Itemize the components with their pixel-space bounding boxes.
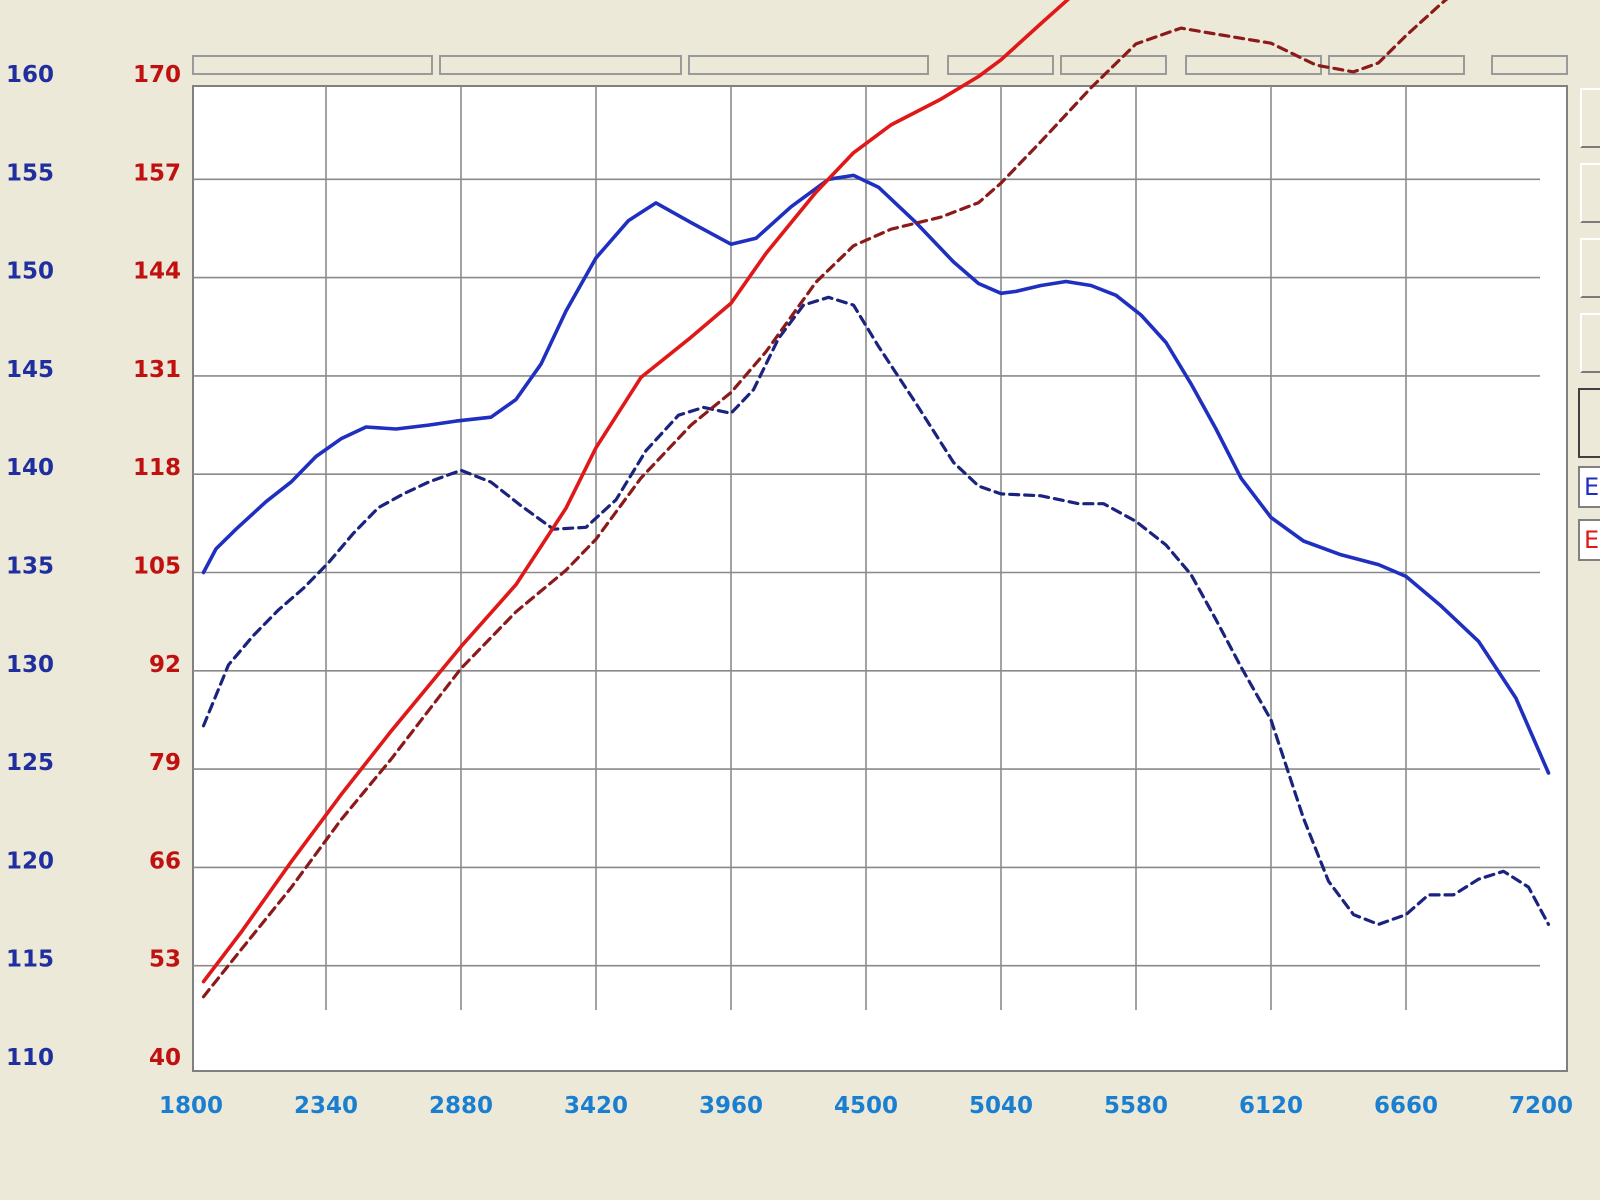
left-red-tick-label: 79 xyxy=(149,750,181,776)
top-toolbar xyxy=(192,55,1568,75)
legend-entry-red: E xyxy=(1578,519,1600,561)
left-red-tick-label: 40 xyxy=(149,1045,181,1071)
plot-area xyxy=(192,85,1568,1072)
left-blue-tick-label: 155 xyxy=(6,160,54,186)
left-blue-tick-label: 150 xyxy=(6,259,54,285)
x-tick-label: 6660 xyxy=(1374,1093,1438,1119)
x-tick-label: 5580 xyxy=(1104,1093,1168,1119)
x-tick-label: 2340 xyxy=(294,1093,358,1119)
legend-label-red: E xyxy=(1584,526,1600,554)
left-red-tick-label: 144 xyxy=(133,259,181,285)
left-blue-tick-label: 140 xyxy=(6,455,54,481)
x-tick-label: 3420 xyxy=(564,1093,628,1119)
toolbar-segment[interactable] xyxy=(947,55,1054,75)
left-red-tick-label: 53 xyxy=(149,947,181,973)
series-line-blue_dark-dashed xyxy=(201,295,1551,926)
series-line-blue-solid xyxy=(201,173,1551,775)
toolbar-segment[interactable] xyxy=(688,55,929,75)
x-tick-label: 5040 xyxy=(969,1093,1033,1119)
left-blue-tick-label: 110 xyxy=(6,1045,54,1071)
x-tick-label: 7200 xyxy=(1509,1093,1573,1119)
x-tick-label: 4500 xyxy=(834,1093,898,1119)
toolbar-segment[interactable] xyxy=(192,55,433,75)
side-button-4[interactable] xyxy=(1580,313,1600,373)
left-blue-tick-label: 115 xyxy=(6,947,54,973)
toolbar-segment[interactable] xyxy=(1491,55,1568,75)
series-layer xyxy=(201,0,1551,999)
x-tick-label: 1800 xyxy=(159,1093,223,1119)
left-blue-tick-label: 130 xyxy=(6,652,54,678)
left-axis-red: 170 157 144 131 118 105 92 79 66 53 40 xyxy=(133,62,181,1071)
legend-label-blue: E xyxy=(1584,473,1600,501)
x-tick-label: 2880 xyxy=(429,1093,493,1119)
left-blue-tick-label: 125 xyxy=(6,750,54,776)
side-button-2[interactable] xyxy=(1580,163,1600,223)
toolbar-segment[interactable] xyxy=(439,55,682,75)
left-red-tick-label: 92 xyxy=(149,652,181,678)
legend-entry-blue: E xyxy=(1578,466,1600,508)
left-red-tick-label: 105 xyxy=(133,554,181,580)
x-axis: 1800 2340 2880 3420 3960 4500 5040 5580 6120 6660… xyxy=(159,1093,1573,1119)
series-line-red_dark-dashed xyxy=(201,0,1449,999)
x-tick-label: 6120 xyxy=(1239,1093,1303,1119)
side-selected-frame[interactable] xyxy=(1578,388,1600,458)
left-red-tick-label: 118 xyxy=(133,455,181,481)
left-red-tick-label: 66 xyxy=(149,848,181,874)
series-line-red-solid xyxy=(201,0,1071,984)
left-blue-tick-label: 120 xyxy=(6,848,54,874)
left-red-tick-label: 131 xyxy=(133,357,181,383)
left-blue-tick-label: 135 xyxy=(6,554,54,580)
left-red-tick-label: 157 xyxy=(133,160,181,186)
left-blue-tick-label: 145 xyxy=(6,357,54,383)
x-tick-label: 3960 xyxy=(699,1093,763,1119)
side-button-3[interactable] xyxy=(1580,238,1600,298)
side-button-1[interactable] xyxy=(1580,88,1600,148)
left-red-tick-label: 170 xyxy=(133,62,181,88)
left-blue-tick-label: 160 xyxy=(6,62,54,88)
toolbar-segment[interactable] xyxy=(1185,55,1322,75)
left-axis-blue: 160 155 150 145 140 135 130 125 120 115 110 xyxy=(6,62,54,1071)
